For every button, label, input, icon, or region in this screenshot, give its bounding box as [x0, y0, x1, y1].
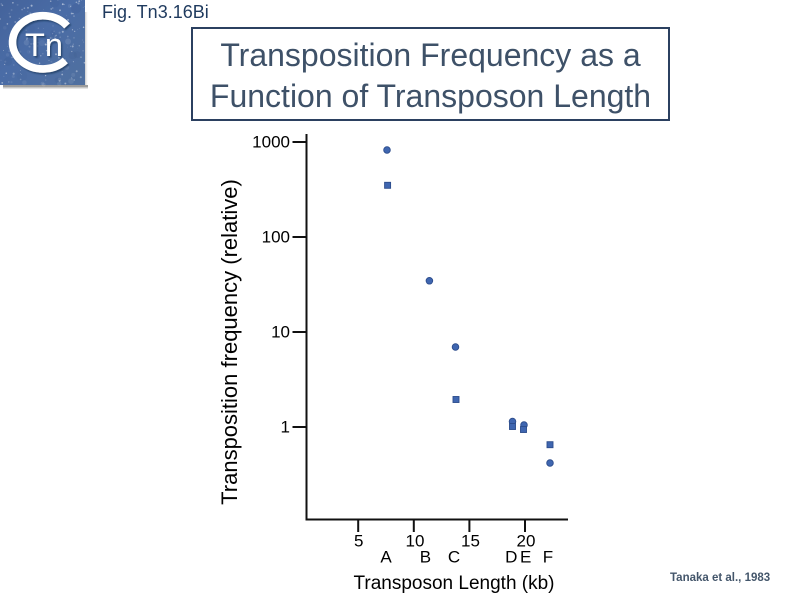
- svg-text:1000: 1000: [252, 133, 290, 152]
- svg-text:Tn: Tn: [25, 27, 63, 63]
- svg-text:10: 10: [406, 532, 425, 551]
- svg-text:D: D: [505, 548, 517, 567]
- svg-text:E: E: [520, 548, 531, 567]
- svg-text:20: 20: [517, 532, 536, 551]
- svg-text:10: 10: [271, 323, 290, 342]
- svg-text:Transposition frequency (relat: Transposition frequency (relative): [217, 179, 242, 505]
- svg-text:1: 1: [281, 418, 290, 437]
- svg-text:A: A: [380, 548, 392, 567]
- svg-text:F: F: [543, 548, 553, 567]
- svg-text:C: C: [448, 548, 460, 567]
- svg-text:5: 5: [354, 532, 363, 551]
- svg-text:100: 100: [262, 228, 290, 247]
- svg-text:15: 15: [461, 532, 480, 551]
- svg-text:B: B: [420, 548, 431, 567]
- svg-text:Transposon Length (kb): Transposon Length (kb): [353, 573, 554, 594]
